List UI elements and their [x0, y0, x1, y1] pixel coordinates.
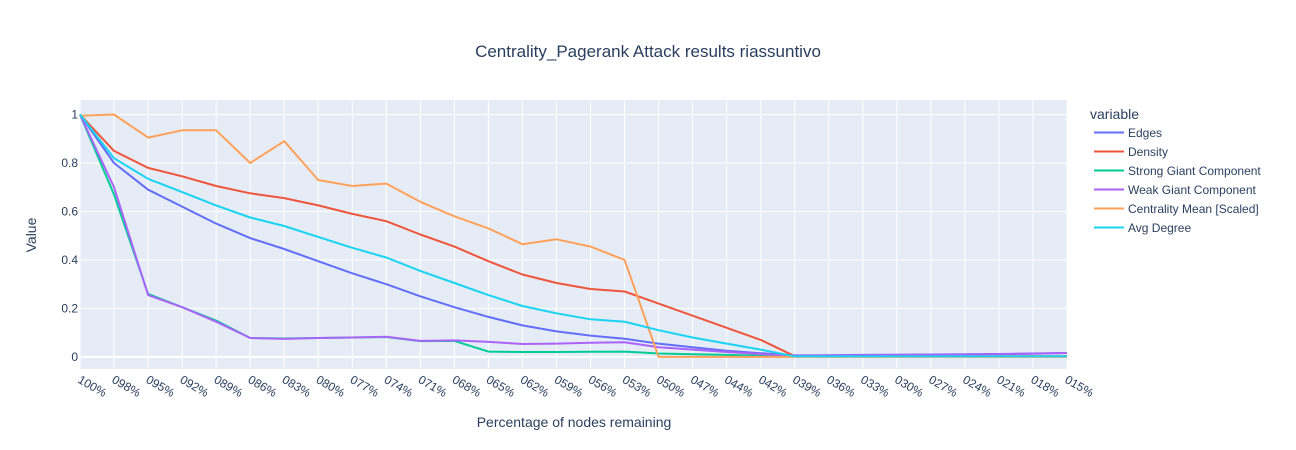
y-tick-label: 1 — [71, 108, 78, 122]
x-tick-label: 092% — [178, 372, 212, 400]
x-tick-label: 083% — [280, 372, 314, 400]
x-tick-label: 018% — [1028, 372, 1062, 400]
y-axis-title: Value — [23, 217, 39, 252]
x-tick-label: 098% — [110, 372, 144, 400]
x-tick-label: 100% — [76, 372, 110, 400]
x-tick-label: 042% — [756, 372, 790, 400]
legend-label: Density — [1128, 145, 1168, 159]
x-tick-label: 065% — [484, 372, 518, 400]
x-axis-title: Percentage of nodes remaining — [477, 414, 672, 430]
x-tick-label: 071% — [416, 372, 450, 400]
chart-title: Centrality_Pagerank Attack results riass… — [475, 42, 821, 61]
x-tick-label: 056% — [586, 372, 620, 400]
legend-item[interactable]: Centrality Mean [Scaled] — [1094, 202, 1259, 216]
x-tick-label: 080% — [314, 372, 348, 400]
legend-item[interactable]: Edges — [1094, 126, 1162, 140]
x-tick-label: 077% — [348, 372, 382, 400]
x-tick-label: 074% — [382, 372, 416, 400]
legend-item[interactable]: Density — [1094, 145, 1168, 159]
x-tick-label: 033% — [858, 372, 892, 400]
x-tick-label: 021% — [994, 372, 1028, 400]
legend-label: Centrality Mean [Scaled] — [1128, 202, 1259, 216]
legend-item[interactable]: Strong Giant Component — [1094, 164, 1261, 178]
x-tick-label: 036% — [824, 372, 858, 400]
legend-label: Strong Giant Component — [1128, 164, 1261, 178]
legend-item[interactable]: Avg Degree — [1094, 221, 1191, 235]
x-tick-label: 050% — [654, 372, 688, 400]
y-tick-label: 0.8 — [61, 156, 78, 170]
y-tick-label: 0 — [71, 350, 78, 364]
legend-label: Avg Degree — [1128, 221, 1191, 235]
legend-label: Edges — [1128, 126, 1162, 140]
x-tick-label: 044% — [722, 372, 756, 400]
x-tick-label: 015% — [1063, 372, 1097, 400]
series-line-avg-degree — [79, 113, 1067, 358]
series-line-weak-giant-component — [79, 114, 1068, 357]
x-tick-label: 059% — [552, 372, 586, 400]
y-tick-label: 0.4 — [61, 253, 78, 267]
legend-label: Weak Giant Component — [1128, 183, 1257, 197]
x-tick-label: 039% — [790, 372, 824, 400]
x-tick-label: 030% — [892, 372, 926, 400]
x-tick-label: 089% — [212, 372, 246, 400]
x-tick-label: 024% — [960, 372, 994, 400]
x-tick-label: 027% — [926, 372, 960, 400]
plot-area — [80, 100, 1067, 369]
x-tick-label: 047% — [688, 372, 722, 400]
x-tick-label: 086% — [246, 372, 280, 400]
x-tick-label: 053% — [620, 372, 654, 400]
legend: variable Edges Density Strong Giant Compon… — [1090, 106, 1261, 235]
x-tick-label: 095% — [144, 372, 178, 400]
x-tick-label: 068% — [450, 372, 484, 400]
legend-title: variable — [1090, 106, 1139, 122]
legend-item[interactable]: Weak Giant Component — [1094, 183, 1257, 197]
y-tick-label: 0.2 — [61, 301, 78, 315]
x-tick-label: 062% — [518, 372, 552, 400]
y-tick-label: 0.6 — [61, 204, 78, 218]
